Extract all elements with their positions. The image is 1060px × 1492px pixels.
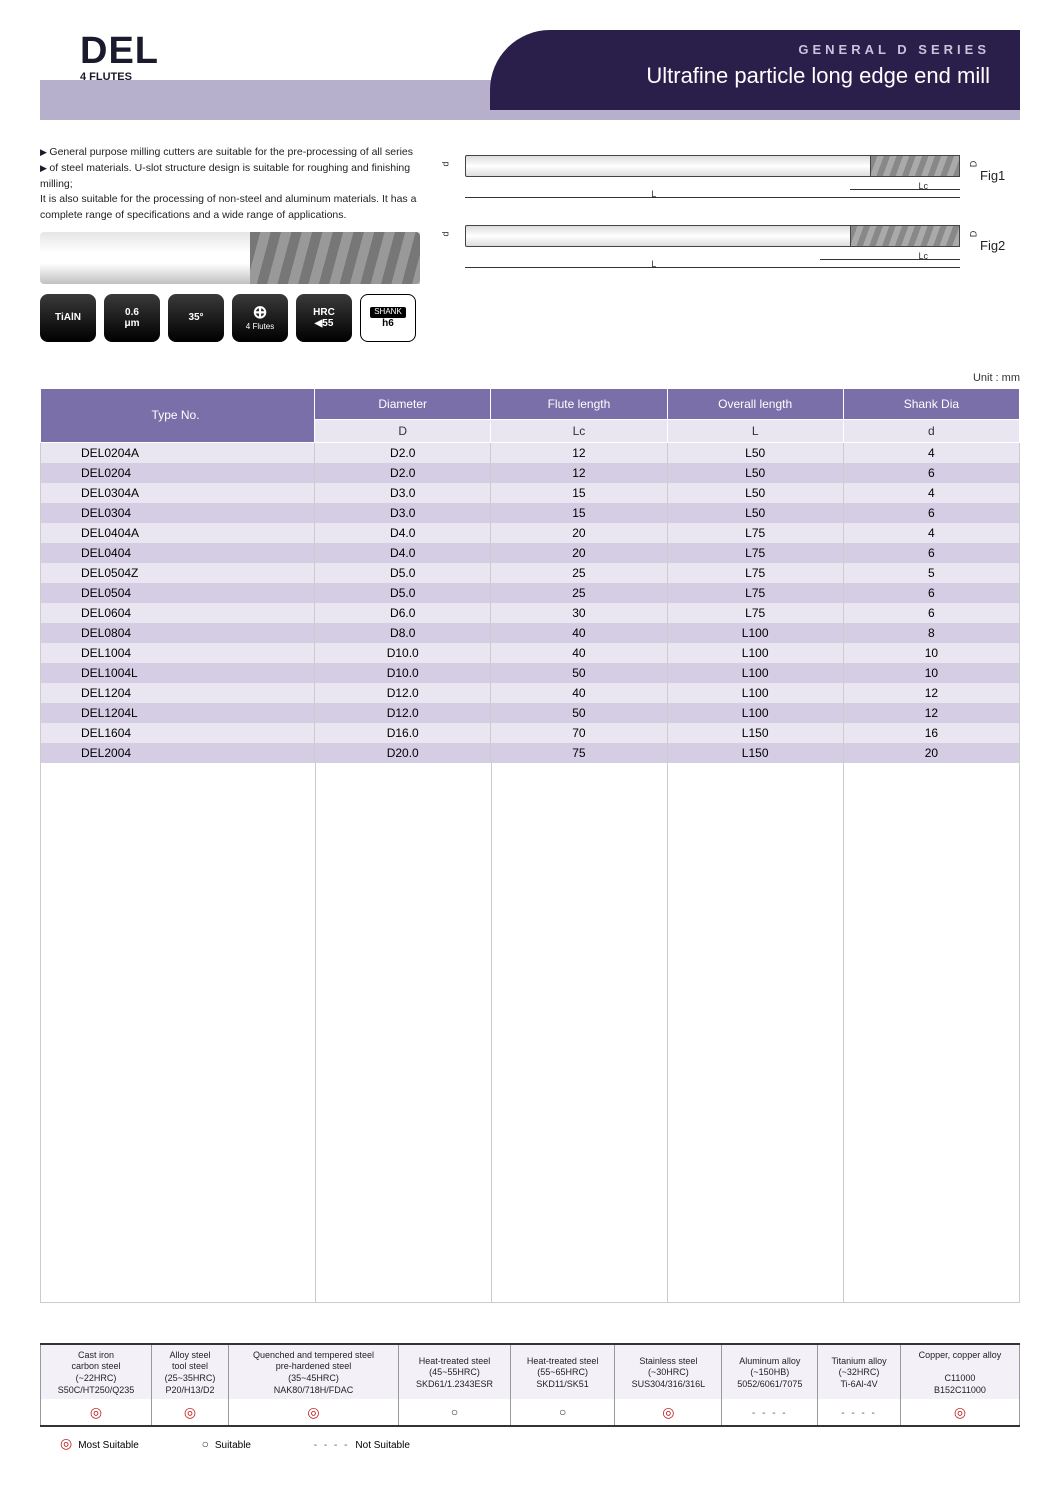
th-overall-length: Overall length (667, 388, 843, 419)
material-cell: Alloy steeltool steel(25~35HRC)P20/H13/D… (152, 1344, 229, 1399)
series-label: GENERAL D SERIES (550, 42, 990, 57)
material-cell: Stainless steel(~30HRC)SUS304/316/316L (615, 1344, 722, 1399)
badge-grain: 0.6μm (104, 294, 160, 342)
product-description: Ultrafine particle long edge end mill (550, 63, 990, 89)
table-row: DEL0304D3.015L506 (41, 503, 1020, 523)
suitability-symbol: ◎ (152, 1399, 229, 1427)
badge-flutes: ⊕4 Flutes (232, 294, 288, 342)
suitability-symbol: ◎ (41, 1399, 152, 1427)
table-row: DEL1204LD12.050L10012 (41, 703, 1020, 723)
table-row: DEL0604D6.030L756 (41, 603, 1020, 623)
suitability-symbol: - - - - (818, 1399, 901, 1427)
badges: TiAlN 0.6μm 35° ⊕4 Flutes HRC◀55 SHANKh6 (40, 294, 420, 342)
figures: d D Lc L Fig1 d D Lc (440, 145, 1020, 360)
table-empty-area (40, 763, 1020, 1303)
suitability-symbol: ◎ (900, 1399, 1019, 1427)
suitability-symbol: ◎ (228, 1399, 398, 1427)
table-row: DEL0504ZD5.025L755 (41, 563, 1020, 583)
unit-label: Unit : mm (40, 372, 1020, 384)
table-row: DEL2004D20.075L15020 (41, 743, 1020, 763)
suitability-symbol: - - - - (722, 1399, 818, 1427)
th-shank-dia: Shank Dia (843, 388, 1019, 419)
table-row: DEL0404AD4.020L754 (41, 523, 1020, 543)
badge-helix: 35° (168, 294, 224, 342)
suitability-symbol: ○ (399, 1399, 511, 1427)
table-row: DEL1204D12.040L10012 (41, 683, 1020, 703)
material-cell: Copper, copper alloyC11000B152C11000 (900, 1344, 1019, 1399)
material-cell: Cast ironcarbon steel(~22HRC)S50C/HT250/… (41, 1344, 152, 1399)
suitability-symbol: ◎ (615, 1399, 722, 1427)
figure-2: d D Lc L (440, 215, 968, 275)
badge-shank: SHANKh6 (360, 294, 416, 342)
figure-1: d D Lc L (440, 145, 968, 205)
material-cell: Heat-treated steel(55~65HRC)SKD11/SK51 (510, 1344, 614, 1399)
table-row: DEL1004D10.040L10010 (41, 643, 1020, 663)
table-row: DEL0504D5.025L756 (41, 583, 1020, 603)
material-table: Cast ironcarbon steel(~22HRC)S50C/HT250/… (40, 1343, 1020, 1428)
th-type: Type No. (41, 388, 315, 442)
table-row: DEL1004LD10.050L10010 (41, 663, 1020, 683)
table-row: DEL0804D8.040L1008 (41, 623, 1020, 643)
table-row: DEL0404D4.020L756 (41, 543, 1020, 563)
intro-text: General purpose milling cutters are suit… (40, 145, 420, 360)
spec-table: Type No. Diameter Flute length Overall l… (40, 388, 1020, 763)
table-row: DEL0204AD2.012L504 (41, 442, 1020, 463)
table-row: DEL1604D16.070L15016 (41, 723, 1020, 743)
badge-coating: TiAlN (40, 294, 96, 342)
badge-hrc: HRC◀55 (296, 294, 352, 342)
th-flute-length: Flute length (491, 388, 667, 419)
table-row: DEL0204D2.012L506 (41, 463, 1020, 483)
material-cell: Titanium alloy(~32HRC)Ti-6Al-4V (818, 1344, 901, 1399)
material-cell: Heat-treated steel(45~55HRC)SKD61/1.2343… (399, 1344, 511, 1399)
th-diameter: Diameter (315, 388, 491, 419)
material-cell: Quenched and tempered steelpre-hardened … (228, 1344, 398, 1399)
intro-section: General purpose milling cutters are suit… (40, 145, 1020, 360)
product-photo (40, 232, 420, 284)
suitability-symbol: ○ (510, 1399, 614, 1427)
product-code: DEL (80, 30, 159, 73)
header: DEL 4 FLUTES GENERAL D SERIES Ultrafine … (40, 30, 1020, 115)
table-row: DEL0304AD3.015L504 (41, 483, 1020, 503)
material-cell: Aluminum alloy(~150HB)5052/6061/7075 (722, 1344, 818, 1399)
